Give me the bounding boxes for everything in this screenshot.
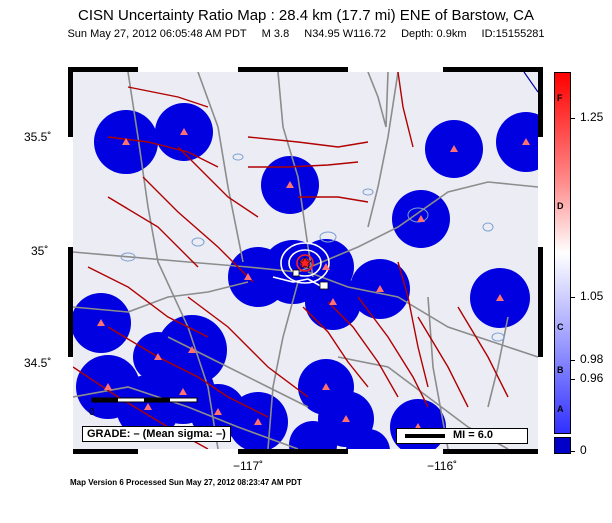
colorbar-min-swatch (554, 437, 571, 454)
mi-legend: MI = 6.0 (396, 428, 528, 444)
colorbar-tick (570, 360, 575, 361)
colorbar-letter-b: B (557, 365, 564, 375)
colorbar-tick (570, 118, 575, 119)
event-location: N34.95 W116.72 (304, 28, 386, 40)
map-subtitle: Sun May 27, 2012 06:05:48 AM PDT M 3.8 N… (0, 28, 612, 40)
colorbar-value-1-25: 1.25 (580, 110, 604, 124)
mi-legend-bar (405, 434, 445, 438)
colorbar-letter-d: D (557, 201, 564, 211)
border-gaps (68, 67, 543, 454)
map-title: CISN Uncertainty Ratio Map : 28.4 km (17… (78, 7, 534, 24)
colorbar-value-0: 0 (580, 443, 587, 457)
colorbar-tick (570, 379, 575, 380)
lat-label-34-5: 34.5˚ (24, 356, 52, 370)
event-depth: Depth: 0.9km (401, 28, 467, 40)
intensity-contours (272, 242, 330, 290)
uncertainty-colorbar (554, 72, 571, 434)
station-markers (97, 128, 530, 430)
colorbar-letter-f: F (557, 93, 563, 103)
lon-label-116: −116˚ (427, 459, 458, 473)
colorbar-value-0-98: 0.98 (580, 352, 604, 366)
station-box-icon (319, 281, 329, 290)
lakes (120, 153, 505, 342)
lat-label-35: 35˚ (31, 244, 49, 258)
colorbar-letter-c: C (557, 322, 564, 332)
colorbar-value-0-96: 0.96 (580, 371, 604, 385)
lat-label-35-5: 35.5˚ (24, 130, 52, 144)
colorbar-value-1-05: 1.05 (580, 289, 604, 303)
colorbar-letter-a: A (557, 404, 564, 414)
station-box-icon (292, 269, 300, 277)
map-footer: Map Version 6 Processed Sun May 27, 2012… (70, 478, 302, 487)
event-datetime: Sun May 27, 2012 06:05:48 AM PDT (67, 28, 247, 40)
scale-zero-label: 0 (89, 407, 95, 418)
colorbar-tick (570, 451, 575, 452)
map-scale-bar (91, 397, 198, 403)
uncertainty-map[interactable] (68, 67, 543, 454)
epicenter-star-icon (298, 256, 312, 269)
event-magnitude: M 3.8 (261, 28, 290, 40)
event-id: ID:15155281 (481, 28, 545, 40)
colorbar-tick (570, 297, 575, 298)
mi-legend-text: MI = 6.0 (453, 429, 494, 441)
map-frame (68, 67, 543, 454)
boundary-line (523, 72, 538, 93)
grade-legend: GRADE: – (Mean sigma: –) (82, 426, 231, 442)
lon-label-117: −117˚ (233, 459, 264, 473)
